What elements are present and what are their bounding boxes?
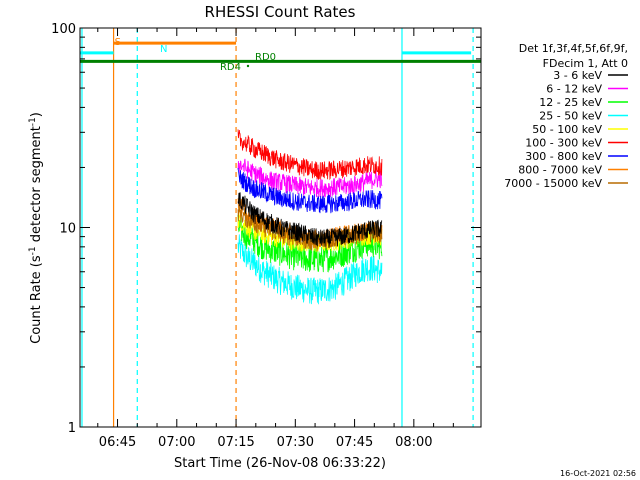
series-line-5 <box>237 129 383 181</box>
legend-label-6: 300 - 800 keV <box>525 150 602 163</box>
legend-label-1: 6 - 12 keV <box>546 83 602 96</box>
y-axis: 1 10 100 <box>51 22 481 436</box>
y-axis-label-sup2: -1 <box>28 117 38 126</box>
legend-label-5: 100 - 300 keV <box>525 137 602 150</box>
legend-label-3: 25 - 50 keV <box>539 110 602 123</box>
y-axis-label-mid: detector segment <box>29 126 44 246</box>
legend-label-0: 3 - 6 keV <box>553 69 602 82</box>
x-tick-label-2: 07:15 <box>217 435 254 450</box>
annotation-label-3: RD0 <box>255 52 276 63</box>
legend-header-line1: Det 1f,3f,4f,5f,6f,9f, <box>519 42 628 55</box>
y-axis-label: Count Rate (s-1 detector segment-1) <box>28 112 44 344</box>
x-tick-label-5: 08:00 <box>395 435 432 450</box>
series-line-6 <box>237 167 383 214</box>
x-tick-label-4: 07:45 <box>336 435 373 450</box>
legend-label-8: 7000 - 15000 keV <box>504 177 602 190</box>
annotation-label-0: S <box>115 37 121 48</box>
y-axis-label-main: Count Rate (s <box>29 255 44 344</box>
series-line-2 <box>237 214 383 273</box>
series-line-1 <box>237 158 383 198</box>
timestamp: 16-Oct-2021 02:56 <box>560 469 636 478</box>
legend: Det 1f,3f,4f,5f,6f,9f, FDecim 1, Att 0 3… <box>504 42 628 190</box>
x-tick-label-0: 06:45 <box>99 435 136 450</box>
x-axis: 06:45 07:00 07:15 07:30 07:45 08:00 <box>97 28 454 450</box>
legend-header-line2: FDecim 1, Att 0 <box>543 57 628 70</box>
legend-label-2: 12 - 25 keV <box>539 96 602 109</box>
y-axis-label-sup1: -1 <box>28 246 38 255</box>
y-tick-label-2: 100 <box>51 22 76 37</box>
annotation-label-4: RD4 <box>220 62 241 73</box>
y-tick-label-0: 1 <box>68 421 76 436</box>
series-line-0 <box>237 192 383 248</box>
rd4-marker <box>246 64 250 68</box>
annotation-bars: S N RD0 RD4 <box>80 37 481 73</box>
x-tick-label-3: 07:30 <box>277 435 314 450</box>
x-axis-label: Start Time (26-Nov-08 06:33:22) <box>174 456 386 471</box>
chart-title: RHESSI Count Rates <box>205 3 356 21</box>
annotation-label-1: N <box>160 44 167 55</box>
series-line-3 <box>237 234 383 305</box>
y-tick-label-1: 10 <box>59 222 76 237</box>
x-tick-label-1: 07:00 <box>158 435 195 450</box>
legend-label-4: 50 - 100 keV <box>532 123 602 136</box>
y-axis-label-end: ) <box>29 112 44 117</box>
legend-label-7: 800 - 7000 keV <box>518 164 602 177</box>
series-group <box>237 129 383 305</box>
